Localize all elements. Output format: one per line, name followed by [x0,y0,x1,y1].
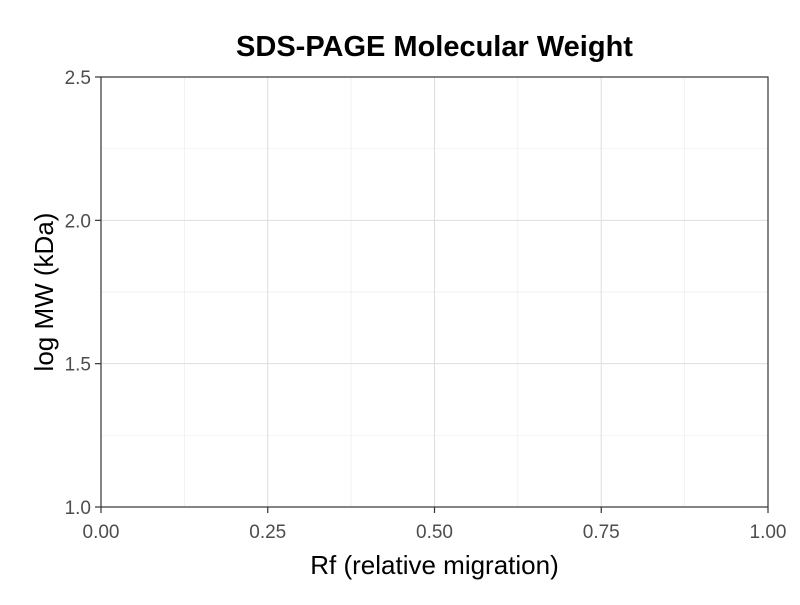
x-tick-label: 0.50 [416,522,453,543]
x-tick-label: 1.00 [750,522,787,543]
y-tick-label: 1.5 [65,355,91,376]
y-tick-label: 1.0 [65,498,91,519]
y-tick-label: 2.0 [65,211,91,232]
grid [100,76,769,508]
y-axis-title: log MW (kDa) [29,213,59,372]
x-tick-label: 0.25 [249,522,286,543]
y-axis: 1.0 1.5 2.0 2.5 [65,68,101,519]
x-tick-label: 0.00 [83,522,120,543]
x-tick-label: 0.75 [583,522,620,543]
x-axis: 0.00 0.25 0.50 0.75 1.00 [83,507,787,543]
x-axis-title: Rf (relative migration) [310,550,559,580]
chart-title: SDS-PAGE Molecular Weight [236,31,633,63]
y-tick-label: 2.5 [65,68,91,89]
